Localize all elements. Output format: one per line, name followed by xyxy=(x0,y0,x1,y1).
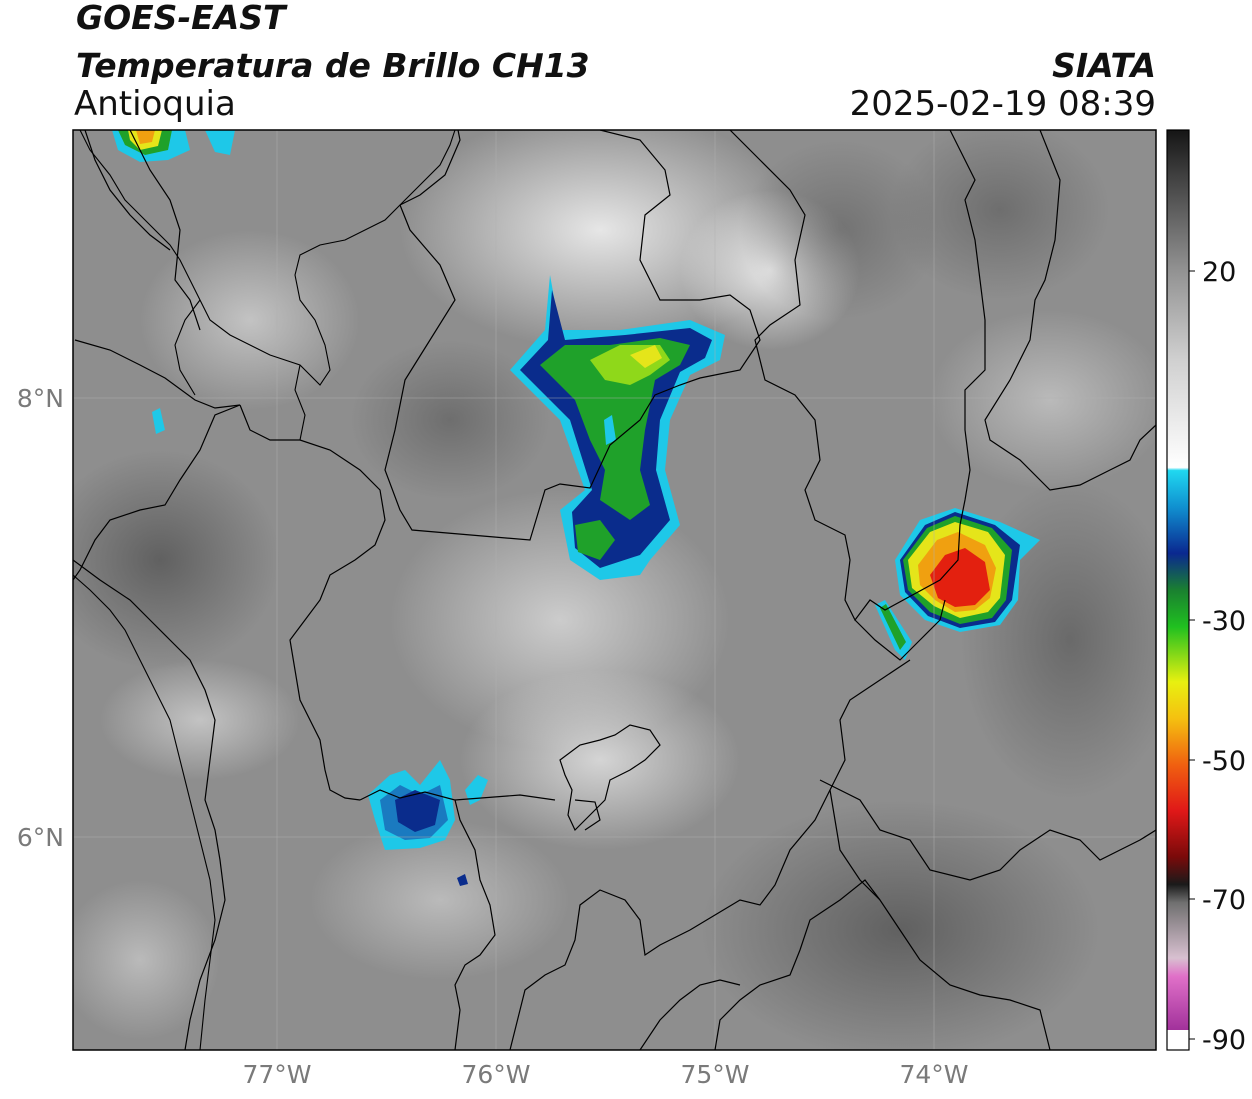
lon-tick-label: 74°W xyxy=(899,1060,968,1089)
brand-label: SIATA xyxy=(1052,46,1156,85)
storm-cell-northwest xyxy=(112,130,235,434)
lat-tick-label: 6°N xyxy=(17,823,64,852)
storm-cell-southwest xyxy=(368,760,488,886)
region-label: Antioquia xyxy=(74,84,236,124)
colorbar-scale xyxy=(1167,130,1189,1050)
colorbar-tick-label: -70 xyxy=(1202,885,1246,916)
product-subtitle: Temperatura de Brillo CH13 xyxy=(76,46,590,85)
colorbar: 20 -30 -50 -70 -90 xyxy=(1166,129,1246,1056)
colorbar-frame xyxy=(1166,129,1190,1051)
product-title: GOES-EAST xyxy=(76,0,286,37)
storm-cell-east xyxy=(875,508,1040,660)
colorbar-extend-box xyxy=(1167,1030,1189,1050)
graticule xyxy=(73,130,1156,1050)
lat-tick-label: 8°N xyxy=(17,384,64,413)
satellite-imagery xyxy=(73,130,1156,1050)
department-boundaries xyxy=(73,130,1156,1050)
colorbar-tick-label: 20 xyxy=(1202,257,1236,288)
lon-tick-label: 76°W xyxy=(461,1060,530,1089)
colorbar-tick-label: -90 xyxy=(1202,1025,1246,1056)
lon-tick-label: 77°W xyxy=(242,1060,311,1089)
map-frame xyxy=(72,129,1157,1051)
colorbar-tick-label: -30 xyxy=(1202,606,1246,637)
lon-tick-label: 75°W xyxy=(680,1060,749,1089)
colorbar-tick-label: -50 xyxy=(1202,746,1246,777)
timestamp-label: 2025-02-19 08:39 xyxy=(849,84,1156,124)
coastline xyxy=(73,130,456,1050)
storm-cell-center xyxy=(510,275,725,580)
